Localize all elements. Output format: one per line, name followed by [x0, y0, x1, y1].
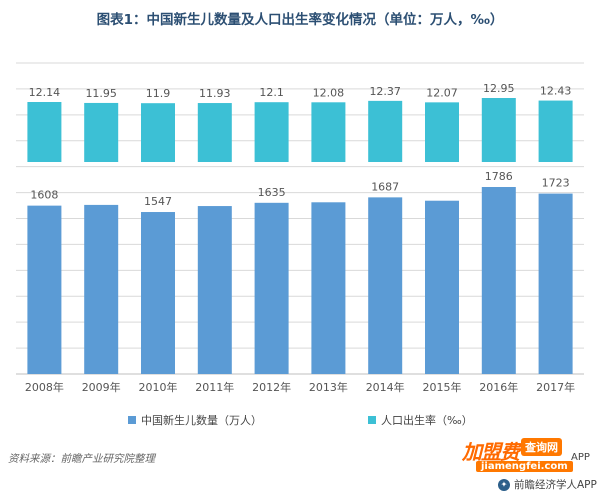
brand-logo: 加盟费 查询网 [462, 436, 562, 465]
data-label-rate: 12.43 [540, 85, 572, 98]
brand-tag: 查询网 [521, 437, 562, 456]
chart-canvas: 1608 12.14 2008年 11.95 2009年 1547 11.9 2010年 11.… [16, 62, 584, 394]
bar-births [538, 193, 573, 374]
chart-title: 图表1：中国新生儿数量及人口出生率变化情况（单位：万人，‰） [96, 12, 504, 28]
bar-rate [538, 100, 573, 162]
bar-rate [27, 102, 62, 162]
data-label-rate: 12.14 [29, 86, 61, 99]
x-tick-label: 2008年 [25, 380, 64, 394]
x-tick-label: 2012年 [252, 380, 291, 394]
bar-rate [311, 102, 346, 162]
brand-logo-text: 加盟费 [462, 440, 520, 464]
legend-item-rate: 人口出生率（‰） [368, 412, 473, 428]
legend-label-births: 中国新生儿数量（万人） [141, 414, 262, 427]
data-label-births: 1687 [371, 180, 399, 193]
bar-births [425, 200, 459, 374]
x-tick-label: 2009年 [82, 380, 121, 394]
data-label-rate: 12.37 [369, 85, 401, 98]
bar-births [141, 212, 175, 374]
x-tick-label: 2017年 [536, 380, 575, 394]
x-tick-label: 2013年 [309, 380, 348, 394]
data-label-rate: 11.95 [85, 87, 117, 100]
legend-swatch-rate [368, 416, 376, 424]
source-note: 资料来源：前瞻产业研究院整理 [8, 453, 155, 465]
data-label-births: 1547 [144, 195, 172, 208]
data-label-rate: 12.95 [483, 82, 515, 95]
legend-label-rate: 人口出生率（‰） [381, 414, 473, 427]
bar-rate [368, 100, 403, 162]
bar-births [254, 202, 289, 374]
x-tick-label: 2010年 [139, 380, 178, 394]
x-tick-label: 2015年 [423, 380, 462, 394]
bar-births [368, 197, 403, 374]
data-label-rate: 12.07 [426, 86, 458, 99]
brand-app-icon: ✦ [498, 478, 510, 491]
data-label-rate: 12.08 [313, 86, 345, 99]
bar-rate [254, 102, 289, 162]
legend-item-births: 中国新生儿数量（万人） [128, 412, 262, 428]
data-label-births: 1723 [542, 177, 570, 190]
brand-url: jiamengfei.com [476, 461, 573, 472]
x-tick-label: 2011年 [195, 380, 234, 394]
bar-rate [197, 103, 232, 162]
bar-rate [481, 98, 516, 162]
legend-swatch-births [128, 416, 136, 424]
brand-app-label: APP [571, 452, 590, 463]
data-label-rate: 12.1 [259, 86, 284, 99]
x-tick-label: 2016年 [479, 380, 518, 394]
bar-births [27, 205, 62, 374]
data-label-rate: 11.93 [199, 87, 231, 100]
data-label-births: 1608 [30, 189, 58, 202]
bar-rate [425, 102, 459, 162]
bar-rate [84, 102, 119, 162]
bar-births [311, 202, 346, 374]
x-tick-label: 2014年 [366, 380, 405, 394]
brand-bottom: ✦ 前瞻经济学人APP [498, 477, 597, 492]
data-label-births: 1786 [485, 170, 513, 183]
bar-births [84, 204, 119, 374]
bar-births [197, 206, 232, 374]
data-label-births: 1635 [258, 186, 286, 199]
bar-rate [141, 103, 175, 162]
bar-births [481, 187, 516, 374]
legend: 中国新生儿数量（万人） 人口出生率（‰） [0, 412, 600, 432]
brand-bottom-text: 前瞻经济学人APP [514, 479, 597, 491]
data-label-rate: 11.9 [146, 87, 171, 100]
